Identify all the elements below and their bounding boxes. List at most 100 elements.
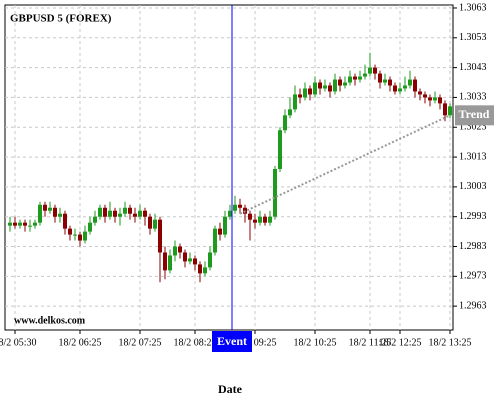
candle-body (78, 234, 82, 241)
candle-body (23, 222, 27, 226)
y-tick-label: 1.3003 (459, 181, 487, 192)
candle-body (288, 109, 292, 116)
trend-label-box (455, 105, 494, 126)
candle-body (448, 106, 452, 116)
y-tick-label: 1.3023 (459, 122, 487, 133)
candle-body (418, 91, 422, 95)
candle-body (8, 222, 12, 226)
candle-body (343, 82, 347, 86)
candle-body (38, 204, 42, 223)
candle-body (413, 79, 417, 92)
candle-body (143, 210, 147, 217)
candle-body (188, 258, 192, 262)
candle-body (438, 97, 442, 104)
candle-body (333, 79, 337, 92)
candle-body (168, 255, 172, 271)
candle-body (363, 73, 367, 77)
candle-body (58, 213, 62, 217)
y-tick-label: 1.3013 (459, 151, 487, 162)
x-tick-label: 18/2 06:25 (58, 337, 101, 348)
candle-body (193, 258, 197, 265)
candle-body (18, 222, 22, 226)
candle-body (213, 228, 217, 253)
candle-body (163, 252, 167, 271)
y-tick-label: 1.2973 (459, 271, 487, 282)
candle-body (253, 219, 257, 223)
candle-body (308, 88, 312, 95)
candle-body (73, 234, 77, 236)
candle-body (283, 115, 287, 131)
x-tick-label: 18/2 13:25 (428, 337, 471, 348)
candle-body (128, 207, 132, 214)
plot-frame (4, 4, 454, 331)
x-axis-label: Date (218, 382, 243, 396)
y-tick-label: 1.3033 (459, 92, 487, 103)
candle-body (238, 204, 242, 208)
candle-body (328, 85, 332, 92)
candle-body (88, 222, 92, 232)
event-label: Event (217, 334, 247, 348)
x-tick-label: 18/2 10:25 (293, 337, 336, 348)
chart-title: GBPUSD 5 (FOREX) (10, 13, 112, 25)
candle-body (198, 264, 202, 274)
plot-layer (5, 5, 453, 330)
candle-body (68, 228, 72, 235)
event-label-box (212, 331, 252, 352)
candle-body (93, 216, 97, 223)
candle-body (218, 228, 222, 235)
candle-body (228, 210, 232, 217)
candle-body (293, 94, 297, 110)
candle-body (123, 207, 127, 214)
candle-body (178, 246, 182, 253)
watermark: www.delkos.com (14, 315, 86, 326)
candle-body (443, 103, 447, 116)
candle-body (203, 267, 207, 274)
candle-body (108, 210, 112, 217)
candle-body (63, 213, 67, 229)
candle-body (433, 97, 437, 101)
candle-body (373, 67, 377, 74)
candle-body (298, 94, 302, 98)
y-tick-label: 1.2983 (459, 241, 487, 252)
candle-body (33, 222, 37, 226)
candle-body (268, 216, 272, 223)
candle-body (338, 79, 342, 86)
candle-body (98, 207, 102, 217)
candle-body (348, 76, 352, 83)
candle-body (118, 213, 122, 217)
candle-body (43, 204, 47, 211)
candle-body (378, 73, 382, 83)
candle-body (323, 85, 327, 89)
candle-body (103, 207, 107, 217)
candle-body (388, 79, 392, 86)
candle-body (278, 130, 282, 169)
candle-body (148, 216, 152, 229)
y-tick-label: 1.2963 (459, 300, 487, 311)
candle-body (83, 231, 87, 241)
y-tick-label: 1.3063 (459, 2, 487, 13)
candle-body (423, 94, 427, 98)
candle-body (158, 219, 162, 253)
candle-body (48, 207, 52, 211)
x-tick-label: 18/2 05:30 (0, 337, 37, 348)
candle-body (318, 82, 322, 89)
candle-body (138, 210, 142, 217)
candle-body (53, 207, 57, 217)
candle-body (263, 216, 267, 223)
candle-body (403, 85, 407, 89)
x-tick-label: 18/2 12:25 (378, 337, 421, 348)
candle-body (273, 168, 277, 217)
y-tick-label: 1.3043 (459, 62, 487, 73)
candle-body (408, 79, 412, 86)
candle-body (113, 210, 117, 217)
candle-body (358, 76, 362, 80)
trend-label: Trend (459, 107, 490, 121)
x-tick-label: 18/2 09:25 (233, 337, 276, 348)
y-tick-label: 1.2993 (459, 211, 487, 222)
trend-line (239, 114, 451, 215)
candle-body (398, 88, 402, 92)
candle-body (183, 252, 187, 262)
candle-body (13, 222, 17, 226)
candle-body (428, 97, 432, 101)
